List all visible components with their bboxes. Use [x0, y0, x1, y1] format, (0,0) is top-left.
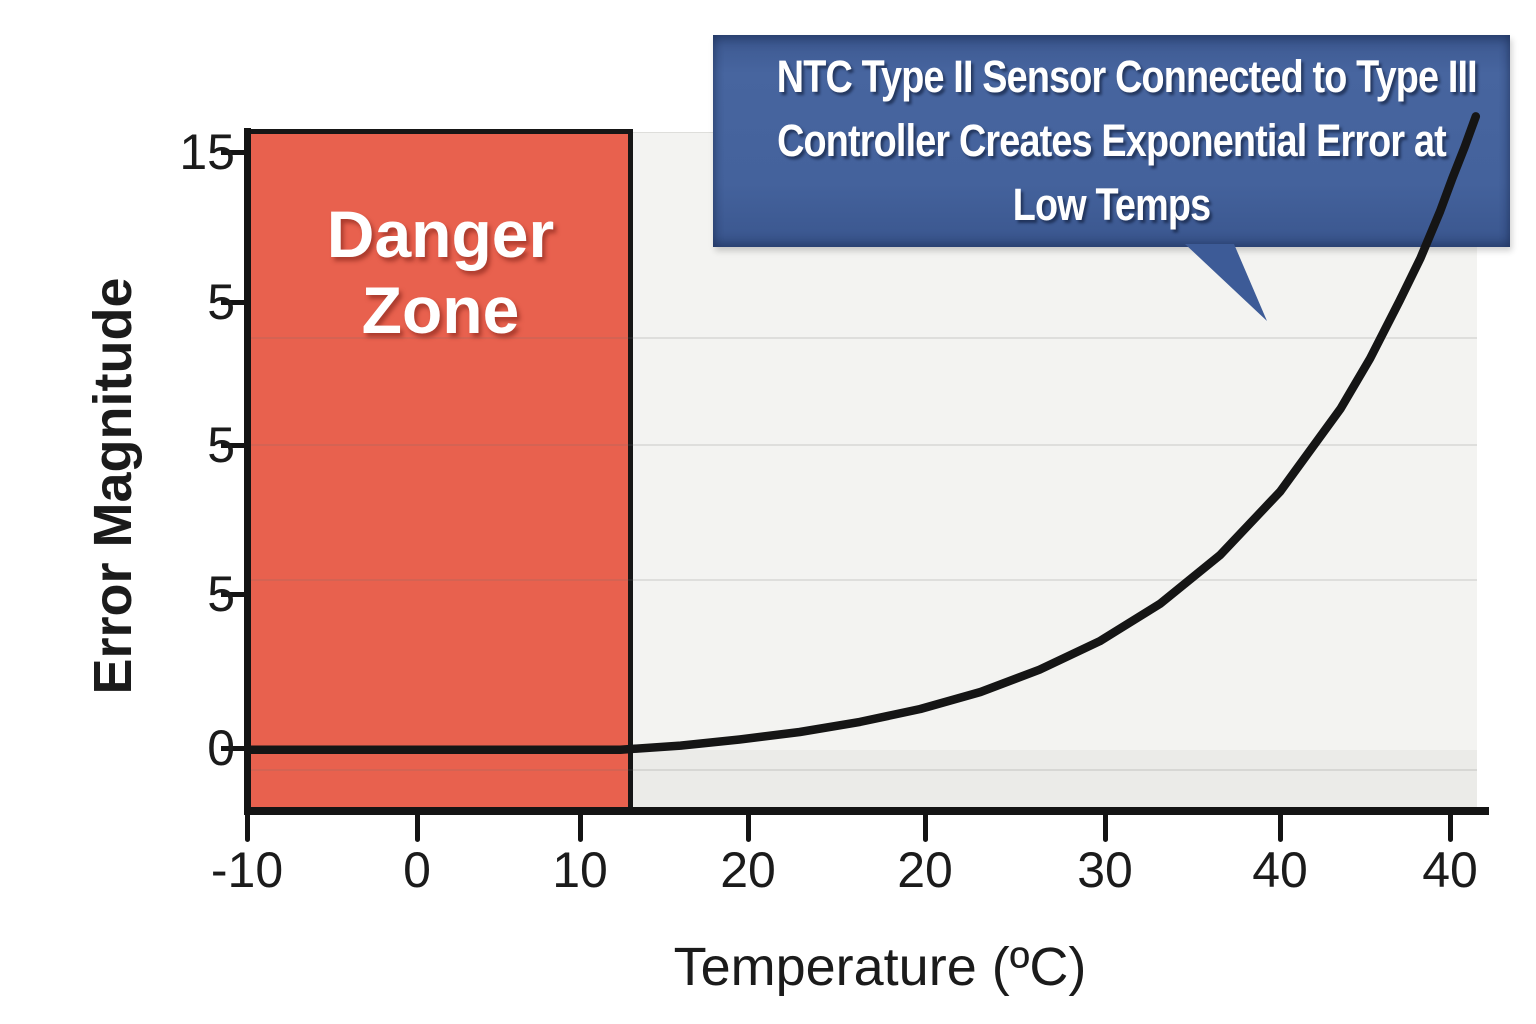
- y-tick-label: 0: [207, 720, 235, 776]
- x-tick-label: -10: [210, 842, 284, 898]
- x-tick-mark: [578, 813, 583, 842]
- callout-box: NTC Type II Sensor Connected to Type III…: [713, 35, 1510, 247]
- y-tick-mark: [221, 592, 246, 597]
- x-tick-mark: [1103, 813, 1108, 842]
- x-tick-label: 40: [1252, 842, 1308, 898]
- x-tick-label: 20: [720, 842, 776, 898]
- danger-zone-label-line1: Danger: [326, 197, 555, 271]
- y-tick-label: 15: [179, 124, 235, 180]
- x-tick-mark: [1278, 813, 1283, 842]
- x-tick-label: 20: [897, 842, 953, 898]
- callout-line1: NTC Type II Sensor Connected to Type III: [776, 51, 1478, 102]
- x-axis-line: [244, 807, 1489, 815]
- y-tick-label: 5: [207, 274, 235, 330]
- x-tick-label: 30: [1077, 842, 1133, 898]
- x-tick-label: 40: [1422, 842, 1478, 898]
- x-tick-label: 10: [552, 842, 608, 898]
- x-axis-title: Temperature (ºC): [673, 937, 1087, 997]
- gridline: [248, 579, 1477, 581]
- x-tick-mark: [415, 813, 420, 842]
- y-tick-mark: [221, 746, 246, 751]
- x-tick-mark: [923, 813, 928, 842]
- x-tick-mark: [245, 813, 250, 842]
- gridline: [248, 769, 1477, 771]
- y-axis-title: Error Magnitude: [83, 277, 143, 695]
- danger-zone-label: Danger Zone: [268, 196, 613, 348]
- y-tick-label: 5: [207, 566, 235, 622]
- x-tick-mark: [1448, 813, 1453, 842]
- x-tick-mark: [746, 813, 751, 842]
- y-tick-mark: [221, 150, 246, 155]
- y-tick-mark: [221, 300, 246, 305]
- y-axis-line: [244, 128, 251, 815]
- callout-line3: Low Temps: [1012, 179, 1211, 230]
- gridline: [248, 444, 1477, 446]
- danger-zone-label-line2: Zone: [361, 273, 520, 347]
- x-tick-label: 0: [403, 842, 431, 898]
- y-tick-mark: [221, 443, 246, 448]
- callout-line2: Controller Creates Exponential Error at: [777, 115, 1447, 166]
- y-tick-label: 5: [207, 417, 235, 473]
